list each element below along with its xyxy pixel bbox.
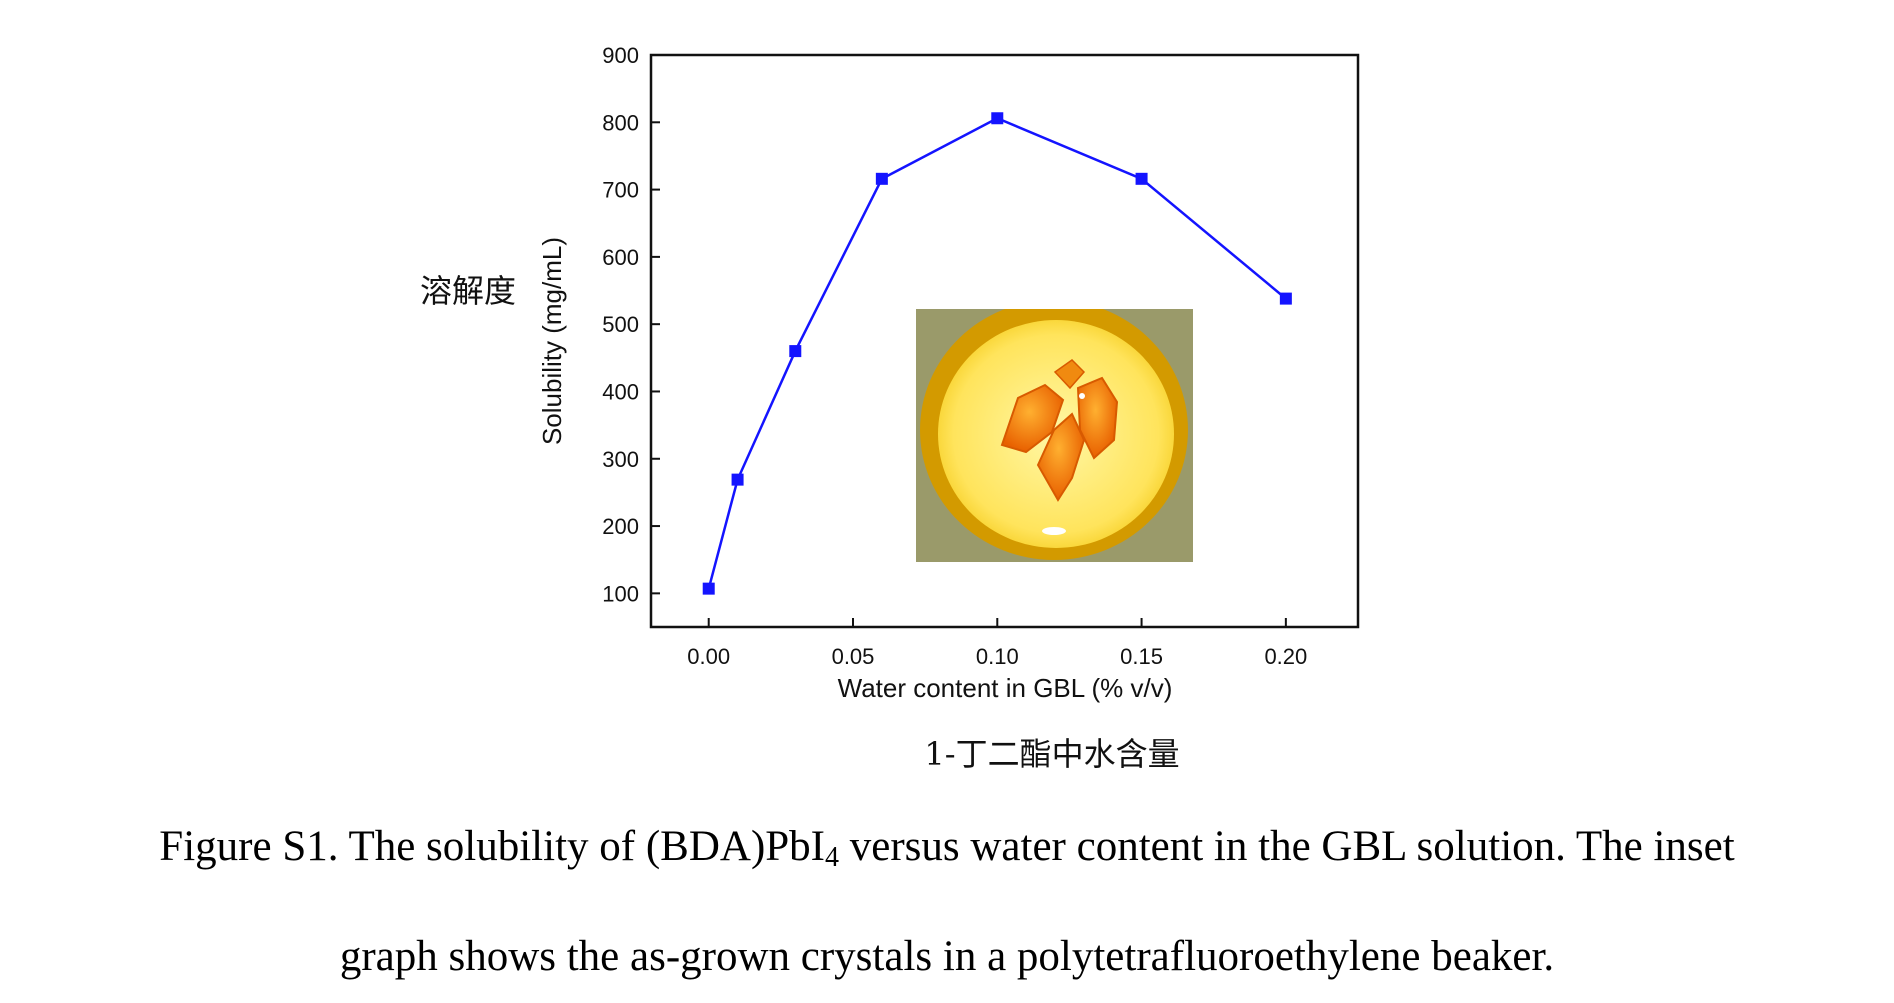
y-axis-title: Solubility (mg/mL) [537, 237, 567, 445]
y-tick-label: 100 [602, 581, 639, 606]
y-tick-label: 800 [602, 110, 639, 135]
y-tick-label: 900 [602, 43, 639, 68]
x-tick-label: 0.10 [976, 644, 1019, 669]
y-tick-label: 700 [602, 178, 639, 203]
x-axis-title: Water content in GBL (% v/v) [838, 673, 1173, 703]
y-tick-label: 300 [602, 447, 639, 472]
y-tick-label: 400 [602, 379, 639, 404]
light-reflection [1042, 527, 1066, 535]
data-point [731, 473, 744, 486]
x-axis-annotation-cn: 1-丁二酯中水含量 [924, 735, 1179, 773]
y-axis: 100 200 300 400 500 600 700 800 900 [602, 43, 660, 606]
data-point [991, 112, 1004, 125]
caption-text-after: versus water content in the GBL solution… [839, 823, 1735, 870]
series-markers [702, 112, 1292, 595]
data-point [1135, 172, 1148, 185]
x-tick-label: 0.00 [687, 644, 730, 669]
x-tick-label: 0.20 [1264, 644, 1307, 669]
y-tick-label: 600 [602, 245, 639, 270]
data-point [702, 582, 715, 595]
crystal-center [1036, 412, 1086, 502]
figure-caption-line-1: Figure S1. The solubility of (BDA)PbI4 v… [0, 822, 1894, 874]
y-axis-annotation-cn: 溶解度 [420, 272, 516, 310]
inset-photo [916, 309, 1193, 562]
data-point [875, 172, 888, 185]
caption-text-before: Figure S1. The solubility of (BDA)PbI [159, 823, 825, 870]
x-tick-label: 0.05 [832, 644, 875, 669]
caption-subscript: 4 [825, 842, 839, 873]
x-axis: 0.00 0.05 0.10 0.15 0.20 [687, 618, 1307, 669]
plot-frame [649, 53, 1360, 629]
crystal-top [1053, 359, 1086, 390]
data-point [1279, 292, 1292, 305]
figure-caption-line-2: graph shows the as-grown crystals in a p… [339, 933, 1555, 980]
data-point [789, 345, 802, 358]
y-tick-label: 200 [602, 514, 639, 539]
x-tick-label: 0.15 [1120, 644, 1163, 669]
sparkle [1079, 393, 1085, 399]
y-tick-label: 500 [602, 312, 639, 337]
crystal-left [1000, 383, 1065, 454]
